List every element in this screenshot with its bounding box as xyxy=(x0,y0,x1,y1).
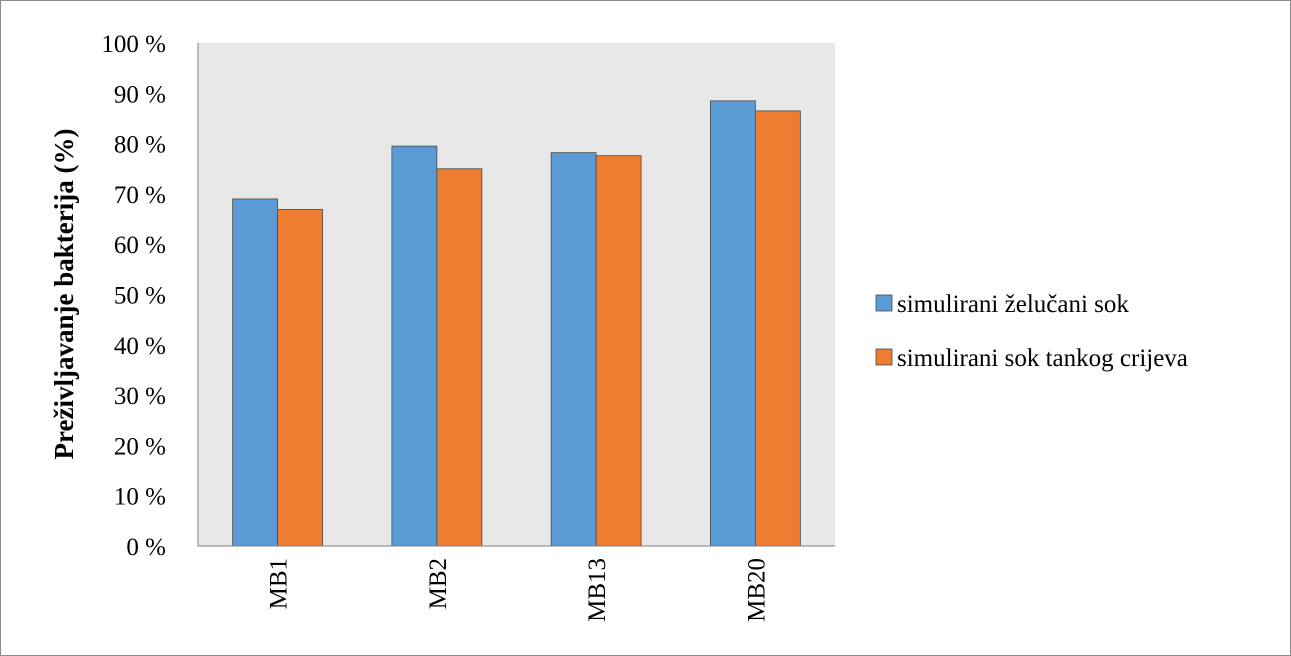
y-tick-label: 60 % xyxy=(114,232,166,259)
y-tick-label: 100 % xyxy=(101,31,166,58)
bar-mb1-series-2 xyxy=(277,209,324,547)
bar-mb13-series-2 xyxy=(595,155,642,547)
bars-group xyxy=(232,100,801,547)
y-axis-label: Preživljavanje bakterija (%) xyxy=(49,129,79,460)
legend-swatch-1 xyxy=(875,294,893,312)
legend-swatch-2 xyxy=(875,348,893,366)
bar-mb20-series-2 xyxy=(754,110,801,547)
bar-mb2-series-2 xyxy=(436,168,483,547)
y-tick-label: 70 % xyxy=(114,182,166,209)
y-tick-labels: 0 % 10 % 20 % 30 % 40 % 50 % 60 % 70 % 80 % 90 % 1… xyxy=(101,31,166,561)
y-tick-label: 80 % xyxy=(114,132,166,159)
x-tick-labels: MB1 MB2 MB13 MB20 xyxy=(266,558,771,622)
y-tick-label: 30 % xyxy=(114,383,166,410)
x-tick-label: MB20 xyxy=(743,558,770,622)
legend-label-2: simulirani sok tankog crijeva xyxy=(897,345,1188,372)
y-tick-label: 50 % xyxy=(114,283,166,310)
y-tick-label: 10 % xyxy=(114,484,166,511)
y-tick-label: 20 % xyxy=(114,433,166,460)
bar-mb2-series-1 xyxy=(391,145,438,547)
x-tick-label: MB13 xyxy=(584,558,611,622)
y-tick-label: 40 % xyxy=(114,333,166,360)
bar-mb13-series-1 xyxy=(550,152,597,547)
x-tick-label: MB2 xyxy=(425,558,452,609)
x-tick-label: MB1 xyxy=(266,558,293,609)
y-tick-label: 90 % xyxy=(114,81,166,108)
bar-mb20-series-1 xyxy=(709,100,756,547)
legend-label-1: simulirani želučani sok xyxy=(897,291,1129,318)
bar-mb1-series-1 xyxy=(232,198,279,547)
y-tick-label: 0 % xyxy=(126,534,166,561)
legend: simulirani želučani sok simulirani sok ta… xyxy=(875,291,1188,372)
